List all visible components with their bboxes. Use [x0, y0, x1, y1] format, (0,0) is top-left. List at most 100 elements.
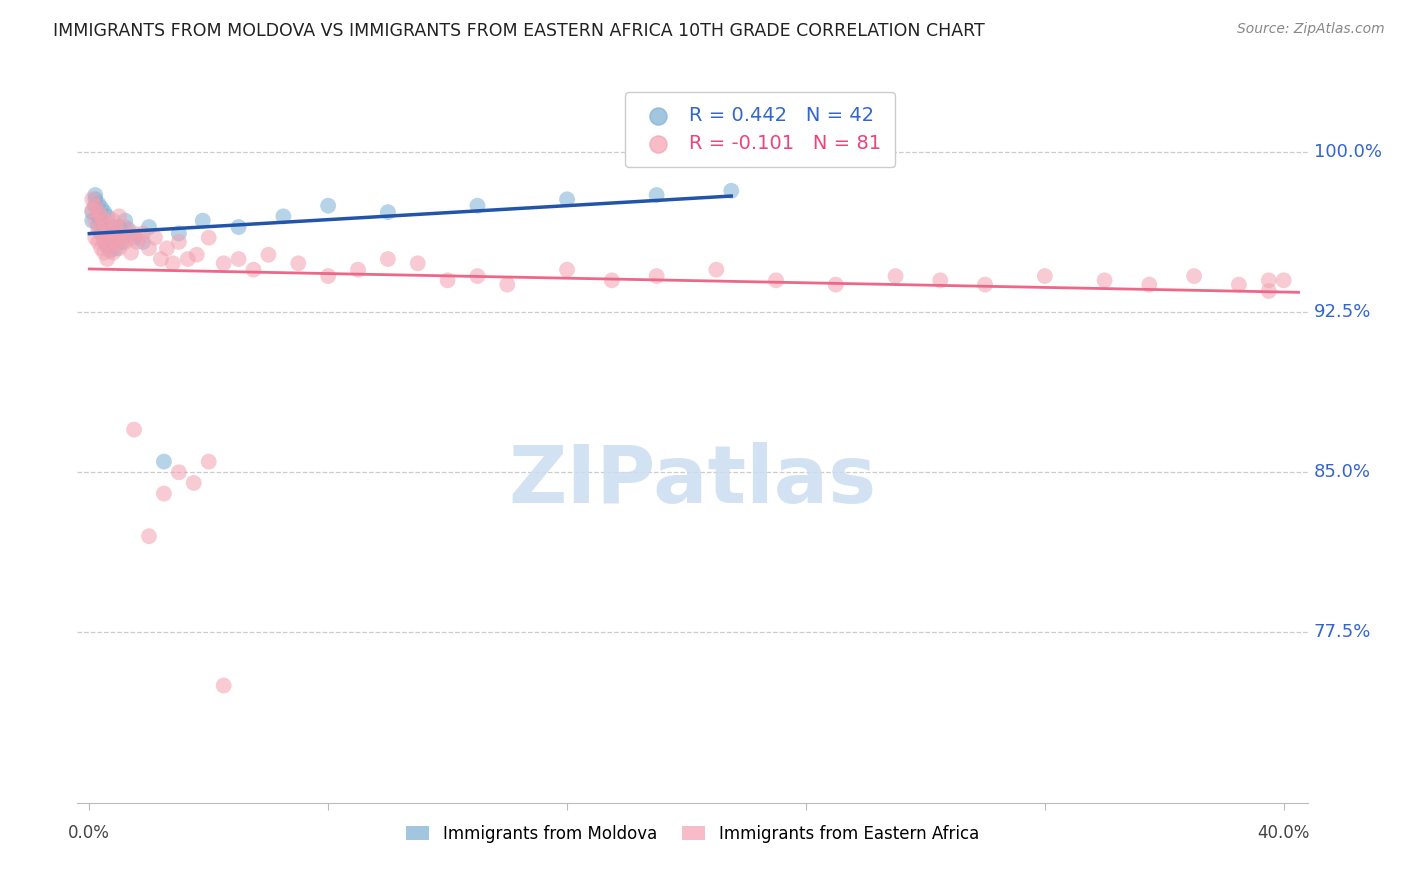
Point — [108, 220, 131, 235]
Text: 100.0%: 100.0% — [1313, 144, 1382, 161]
Point — [974, 277, 997, 292]
Point — [138, 220, 160, 235]
Point — [90, 210, 112, 224]
Point — [87, 218, 110, 232]
Point — [162, 256, 184, 270]
Point — [191, 213, 214, 227]
Point — [555, 262, 578, 277]
Point — [273, 210, 295, 224]
Point — [122, 230, 145, 244]
Point — [377, 252, 399, 266]
Point — [120, 245, 142, 260]
Point — [87, 235, 110, 249]
Point — [1272, 273, 1295, 287]
Point — [600, 273, 623, 287]
Text: IMMIGRANTS FROM MOLDOVA VS IMMIGRANTS FROM EASTERN AFRICA 10TH GRADE CORRELATION: IMMIGRANTS FROM MOLDOVA VS IMMIGRANTS FR… — [53, 22, 986, 40]
Point — [125, 235, 148, 249]
Point — [824, 277, 846, 292]
Text: Source: ZipAtlas.com: Source: ZipAtlas.com — [1237, 22, 1385, 37]
Point — [645, 188, 668, 202]
Legend: Immigrants from Moldova, Immigrants from Eastern Africa: Immigrants from Moldova, Immigrants from… — [399, 818, 986, 849]
Point — [186, 248, 208, 262]
Point — [96, 224, 118, 238]
Point — [105, 241, 128, 255]
Point — [153, 454, 176, 468]
Point — [132, 227, 155, 241]
Point — [96, 210, 118, 224]
Point — [1033, 269, 1056, 284]
Point — [108, 230, 131, 244]
Point — [98, 230, 121, 244]
Point — [242, 262, 264, 277]
Point — [884, 269, 907, 284]
Point — [347, 262, 370, 277]
Point — [122, 227, 145, 241]
Point — [183, 475, 205, 490]
Point — [929, 273, 952, 287]
Point — [117, 222, 139, 236]
Point — [114, 235, 136, 249]
Point — [1182, 269, 1205, 284]
Point — [90, 213, 112, 227]
Point — [105, 235, 128, 249]
Point — [555, 192, 578, 206]
Point — [84, 188, 107, 202]
Text: ZIPatlas: ZIPatlas — [509, 442, 876, 520]
Point — [84, 213, 107, 227]
Point — [645, 269, 668, 284]
Point — [93, 235, 115, 249]
Point — [93, 205, 115, 219]
Point — [96, 235, 118, 249]
Point — [377, 205, 399, 219]
Point — [114, 213, 136, 227]
Point — [101, 235, 124, 249]
Point — [101, 230, 124, 244]
Point — [704, 262, 727, 277]
Point — [98, 239, 121, 253]
Point — [82, 213, 104, 227]
Point — [212, 679, 235, 693]
Point — [197, 230, 219, 244]
Point — [138, 241, 160, 255]
Point — [1227, 277, 1250, 292]
Point — [101, 213, 124, 227]
Point — [96, 252, 118, 266]
Point — [87, 210, 110, 224]
Point — [105, 227, 128, 241]
Point — [406, 256, 429, 270]
Point — [228, 220, 250, 235]
Point — [98, 244, 121, 258]
Point — [167, 465, 190, 479]
Point — [98, 224, 121, 238]
Point — [1094, 273, 1116, 287]
Point — [108, 210, 131, 224]
Text: 85.0%: 85.0% — [1313, 463, 1371, 482]
Point — [105, 220, 128, 235]
Point — [84, 192, 107, 206]
Point — [436, 273, 458, 287]
Point — [129, 230, 152, 244]
Point — [90, 201, 112, 215]
Point — [1257, 284, 1279, 298]
Point — [101, 245, 124, 260]
Point — [82, 205, 104, 219]
Point — [82, 202, 104, 217]
Point — [87, 196, 110, 211]
Point — [122, 423, 145, 437]
Point — [111, 235, 134, 249]
Point — [228, 252, 250, 266]
Point — [117, 230, 139, 244]
Point — [84, 199, 107, 213]
Point — [90, 227, 112, 241]
Point — [287, 256, 309, 270]
Point — [84, 199, 107, 213]
Point — [1137, 277, 1160, 292]
Point — [197, 454, 219, 468]
Point — [153, 486, 176, 500]
Point — [111, 230, 134, 244]
Point — [257, 248, 280, 262]
Point — [108, 227, 131, 241]
Text: 0.0%: 0.0% — [69, 824, 110, 842]
Point — [167, 227, 190, 241]
Point — [167, 235, 190, 249]
